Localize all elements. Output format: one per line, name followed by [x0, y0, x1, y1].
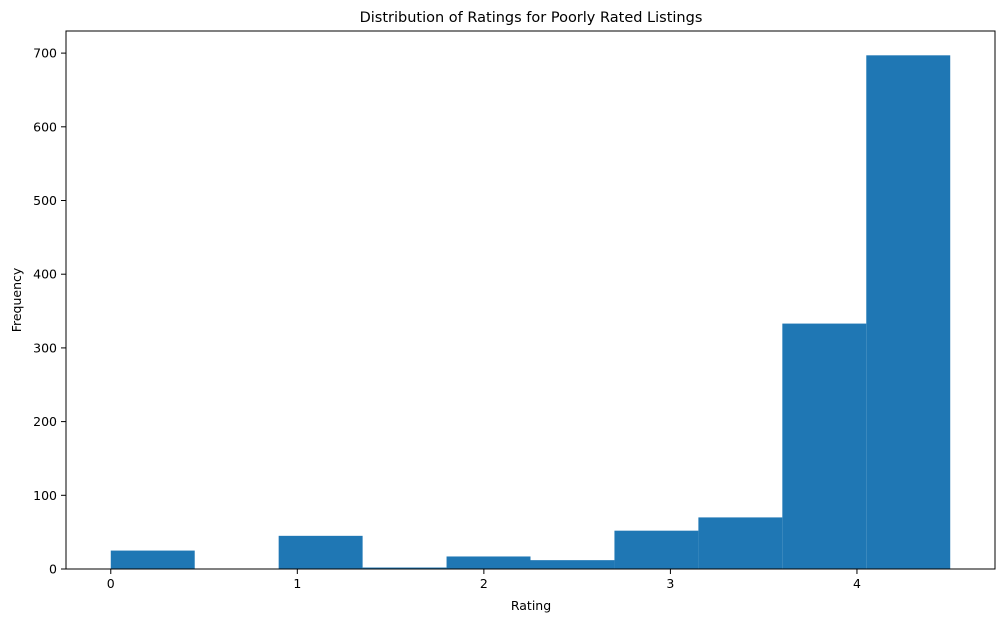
x-tick-label-3: 3 — [666, 576, 674, 591]
x-axis: 0 1 2 3 4 — [107, 569, 861, 591]
x-tick-label-2: 2 — [480, 576, 488, 591]
y-tick-label-0: 0 — [49, 562, 57, 577]
histogram-bar-7 — [698, 517, 783, 569]
bars-group — [110, 55, 951, 569]
chart-title: Distribution of Ratings for Poorly Rated… — [360, 10, 703, 26]
y-tick-label-5: 500 — [33, 193, 57, 208]
histogram-bar-8 — [782, 323, 867, 569]
histogram-bar-4 — [446, 556, 531, 569]
y-tick-label-7: 700 — [33, 46, 57, 61]
y-tick-label-4: 400 — [33, 267, 57, 282]
y-axis: 0 100 200 300 400 500 600 700 — [33, 46, 66, 577]
histogram-bar-3 — [362, 567, 447, 569]
histogram-bar-2 — [278, 535, 363, 569]
y-axis-label: Frequency — [9, 267, 24, 332]
plot-frame — [65, 30, 996, 570]
histogram-bar-0 — [110, 550, 195, 569]
x-tick-label-0: 0 — [107, 576, 115, 591]
x-axis-label: Rating — [511, 598, 551, 613]
y-tick-label-3: 300 — [33, 340, 57, 355]
x-tick-label-1: 1 — [293, 576, 301, 591]
histogram-bar-6 — [614, 530, 699, 569]
y-tick-label-1: 100 — [33, 488, 57, 503]
histogram-bar-5 — [530, 560, 615, 569]
x-tick-label-4: 4 — [853, 576, 861, 591]
y-tick-label-6: 600 — [33, 119, 57, 134]
y-tick-label-2: 200 — [33, 414, 57, 429]
histogram-bar-9 — [866, 55, 951, 569]
